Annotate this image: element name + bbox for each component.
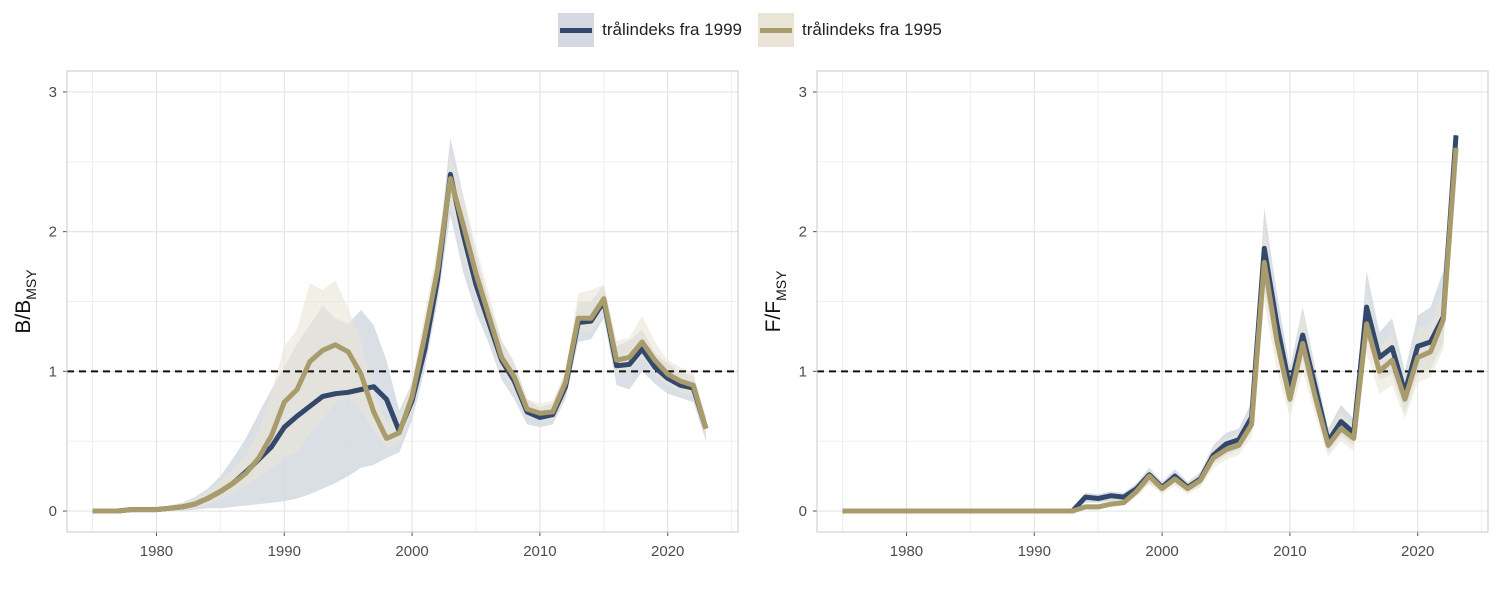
x-tick-label: 2010	[523, 543, 556, 560]
panel-border	[816, 70, 1489, 533]
confidence-band-1995	[92, 153, 707, 511]
y-tick-label: 1	[799, 363, 807, 380]
legend: trålindeks fra 1999 trålindeks fra 1995	[0, 12, 1500, 48]
y-axis-label: F/FMSY	[762, 270, 789, 333]
legend-key-1999	[558, 13, 595, 47]
y-tick-label: 3	[799, 84, 807, 101]
x-tick-label: 2010	[1273, 543, 1306, 560]
y-tick-label: 2	[799, 224, 807, 241]
confidence-band-1999	[92, 138, 707, 511]
x-tick-label: 1990	[268, 543, 301, 560]
panel-biomass: 1980 1990 2000 2010 2020 0 1 2 3 B/BMSY	[12, 70, 739, 560]
y-tick-label: 0	[799, 503, 807, 520]
series-line-1995	[92, 176, 709, 514]
x-tick-label: 2000	[395, 543, 428, 560]
x-tick-label: 1980	[890, 543, 923, 560]
legend-label-1999: trålindeks fra 1999	[602, 20, 742, 39]
legend-key-1995	[758, 13, 794, 47]
y-tick-label: 3	[49, 84, 57, 101]
legend-label-1995: trålindeks fra 1995	[802, 20, 942, 39]
y-tick-label: 2	[49, 224, 57, 241]
y-tick-label: 0	[49, 503, 57, 520]
x-tick-label: 1990	[1018, 543, 1051, 560]
legend-item-1999: trålindeks fra 1999	[558, 13, 742, 47]
panel-fishing-mortality: 1980 1990 2000 2010 2020 0 1 2 3 F/FMSY	[762, 70, 1489, 560]
y-tick-label: 1	[49, 363, 57, 380]
x-tick-label: 1980	[140, 543, 173, 560]
x-tick-label: 2020	[651, 543, 684, 560]
panel-border	[66, 70, 739, 533]
legend-item-1995: trålindeks fra 1995	[758, 13, 942, 47]
y-axis-label: B/BMSY	[12, 269, 39, 334]
x-tick-label: 2020	[1401, 543, 1434, 560]
series-line-1995	[842, 147, 1459, 514]
series-line-1999	[842, 135, 1459, 514]
x-tick-label: 2000	[1145, 543, 1178, 560]
